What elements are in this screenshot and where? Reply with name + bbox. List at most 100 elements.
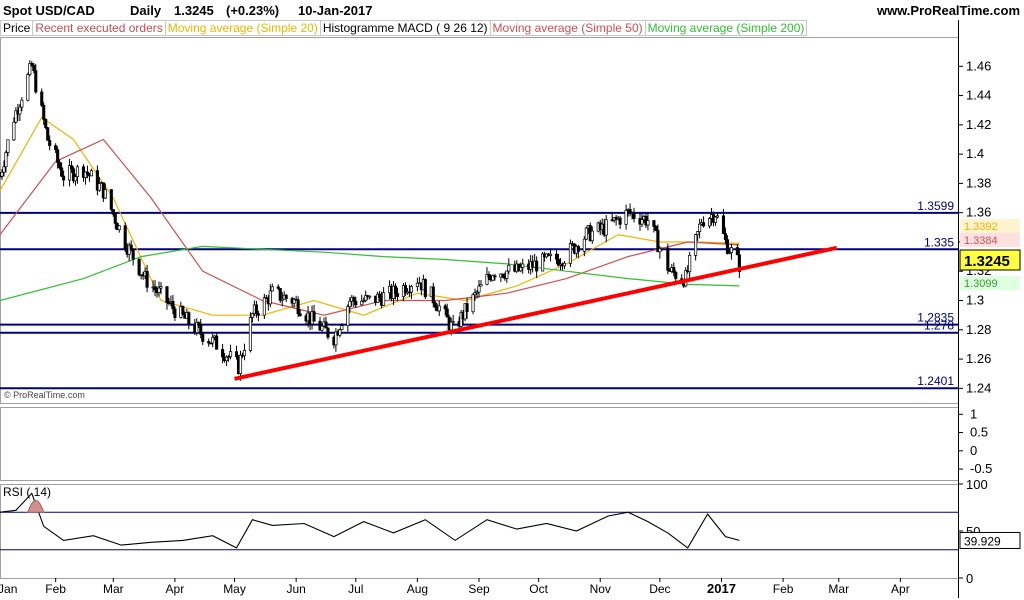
candle-body (604, 219, 608, 236)
site-link[interactable]: www.ProRealTime.com (876, 3, 1020, 18)
candle-body (618, 217, 622, 225)
candle-body (56, 149, 60, 163)
price-tick-label: 1.36 (966, 205, 991, 220)
candle-body (278, 288, 282, 301)
rsi-line (0, 492, 740, 549)
candle-body (477, 285, 481, 293)
candle-body (715, 215, 720, 218)
level-label: 1.335 (924, 235, 954, 249)
month-tick-label: Feb (45, 582, 66, 596)
candle-body (320, 325, 324, 331)
candle-body (590, 230, 594, 242)
legend-sma20[interactable]: Moving average (Simple 20) (164, 20, 321, 36)
candle-body (254, 304, 258, 315)
candle-body (71, 168, 76, 182)
candle-body (54, 145, 58, 151)
candle-body (654, 226, 658, 231)
candle-body (238, 354, 243, 375)
legend-sma200[interactable]: Moving average (Simple 200) (644, 20, 808, 36)
candle-body (556, 258, 561, 266)
candle-body (62, 175, 66, 181)
candle-body (708, 218, 712, 227)
candle-body (109, 189, 113, 210)
candle-body (159, 286, 163, 289)
candle-body (382, 292, 386, 306)
candle-body (684, 270, 688, 287)
rsi-hidden-path (0, 493, 739, 548)
legend-recent-orders[interactable]: Recent executed orders (32, 20, 166, 36)
candle-body (393, 285, 398, 294)
candle-body (197, 322, 201, 326)
candle-body (727, 252, 731, 255)
value-label: 1.3099 (964, 278, 998, 290)
candle-body (209, 342, 213, 345)
candle-body (735, 247, 739, 256)
value-label-box (959, 249, 1021, 271)
candle-body (443, 305, 447, 310)
candle-body (433, 302, 437, 308)
month-tick-label: Sep (468, 582, 490, 596)
value-label: 1.3392 (964, 221, 998, 233)
candle-body (409, 286, 413, 293)
candle-body (167, 302, 171, 304)
candle-body (640, 219, 644, 225)
value-label-box (960, 233, 1020, 247)
candle-body (181, 306, 185, 315)
candle-body (153, 286, 157, 291)
last-value: 1.3245 (174, 3, 214, 18)
candle-body (403, 285, 408, 294)
candle-body (165, 286, 169, 303)
candle-body (34, 70, 38, 93)
candle-body (360, 300, 364, 306)
candle-body (145, 271, 149, 288)
candle-body (60, 167, 64, 177)
candle-body (18, 106, 22, 115)
candle-body (83, 171, 88, 178)
candle-body (491, 275, 495, 281)
candle-body (568, 243, 572, 264)
candle-body (501, 273, 505, 278)
candle-body (507, 264, 511, 272)
legend-price[interactable]: Price (0, 20, 34, 36)
level-label: 1.278 (924, 319, 954, 333)
candle-body (12, 121, 16, 141)
candle-body (68, 165, 72, 181)
candle-body (688, 254, 692, 273)
candle-body (576, 246, 580, 252)
legend-macd[interactable]: Histogramme MACD ( 9 26 12) (319, 20, 491, 36)
month-tick-label: Feb (773, 582, 794, 596)
price-tick-label: 1.26 (966, 351, 991, 366)
macd-panel-frame (0, 407, 959, 481)
candle-body (582, 238, 586, 252)
candle-body (487, 274, 491, 278)
candle-body (312, 311, 316, 322)
candle-body (628, 208, 632, 214)
legend-sma50[interactable]: Moving average (Simple 50) (489, 20, 646, 36)
candle-body (262, 297, 266, 316)
candle-body (723, 233, 728, 241)
candle-body (348, 300, 352, 307)
candle-body (652, 220, 656, 227)
candle-body (173, 308, 177, 318)
month-tick-label: Mar (103, 582, 124, 596)
candle-body (674, 271, 678, 279)
candle-body (103, 189, 107, 199)
month-tick-label: Mar (828, 582, 849, 596)
rsi-title: RSI ( 14) (3, 485, 51, 499)
candle-body (0, 171, 4, 177)
rsi-value-box (959, 531, 1021, 549)
month-tick-label: Nov (590, 582, 611, 596)
month-tick-label: Aug (407, 582, 428, 596)
macd-tick-label: 1 (970, 406, 977, 421)
candle-body (111, 209, 115, 215)
value-label: 1.3245 (964, 253, 1010, 270)
candle-body (70, 165, 74, 170)
price-tick-label: 1.46 (966, 58, 991, 73)
candle-body (713, 216, 718, 223)
month-tick-label: May (223, 582, 246, 596)
candle-body (451, 321, 455, 323)
period-label: Daily (130, 3, 162, 18)
price-tick-label: 1.4 (966, 146, 984, 161)
month-tick-label: Jan (0, 582, 17, 596)
